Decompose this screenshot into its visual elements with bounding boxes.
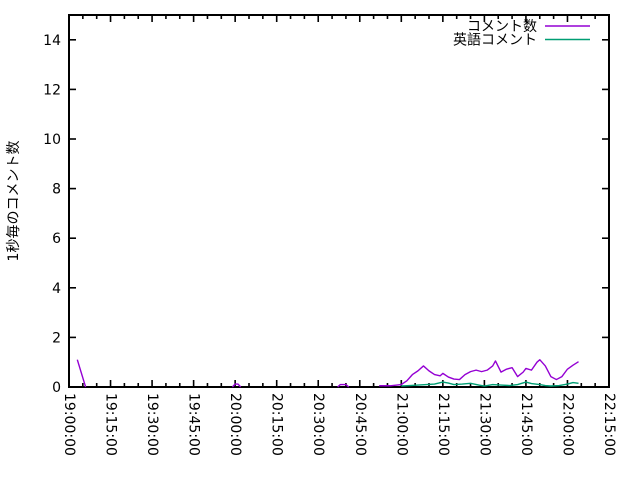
x-tick-label: 19:45:00	[186, 393, 202, 456]
series-line-0	[337, 383, 350, 388]
y-tick-label: 0	[52, 380, 61, 396]
x-tick-label: 20:45:00	[352, 393, 368, 456]
y-tick-label: 14	[43, 33, 61, 49]
x-tick-label: 19:00:00	[61, 393, 77, 456]
legend-label: コメント数	[467, 19, 537, 35]
x-tick-label: 20:30:00	[310, 393, 326, 456]
x-tick-label: 21:15:00	[435, 393, 451, 456]
x-tick-label: 19:15:00	[103, 393, 119, 456]
y-tick-label: 2	[52, 330, 61, 346]
x-tick-label: 20:15:00	[269, 393, 285, 456]
x-tick-label: 22:15:00	[601, 393, 617, 456]
legend-label: 英語コメント	[453, 32, 537, 49]
series-line-0	[76, 359, 87, 388]
series-line-0	[379, 359, 579, 387]
y-tick-label: 10	[43, 132, 61, 148]
y-tick-label: 4	[52, 281, 61, 297]
y-tick-label: 12	[43, 82, 61, 98]
series-line-0	[231, 383, 242, 388]
y-tick-label: 6	[52, 231, 61, 247]
y-tick-label: 8	[52, 182, 61, 198]
series-line-1	[401, 381, 579, 387]
x-tick-label: 21:30:00	[476, 393, 492, 456]
x-tick-label: 21:00:00	[393, 393, 409, 456]
plot-border	[68, 14, 610, 388]
x-tick-label: 22:00:00	[559, 393, 575, 456]
x-tick-label: 19:30:00	[144, 393, 160, 456]
x-tick-label: 20:00:00	[227, 393, 243, 456]
y-axis-label: 1秒毎のコメント数	[6, 140, 22, 262]
x-tick-label: 21:45:00	[518, 393, 534, 456]
